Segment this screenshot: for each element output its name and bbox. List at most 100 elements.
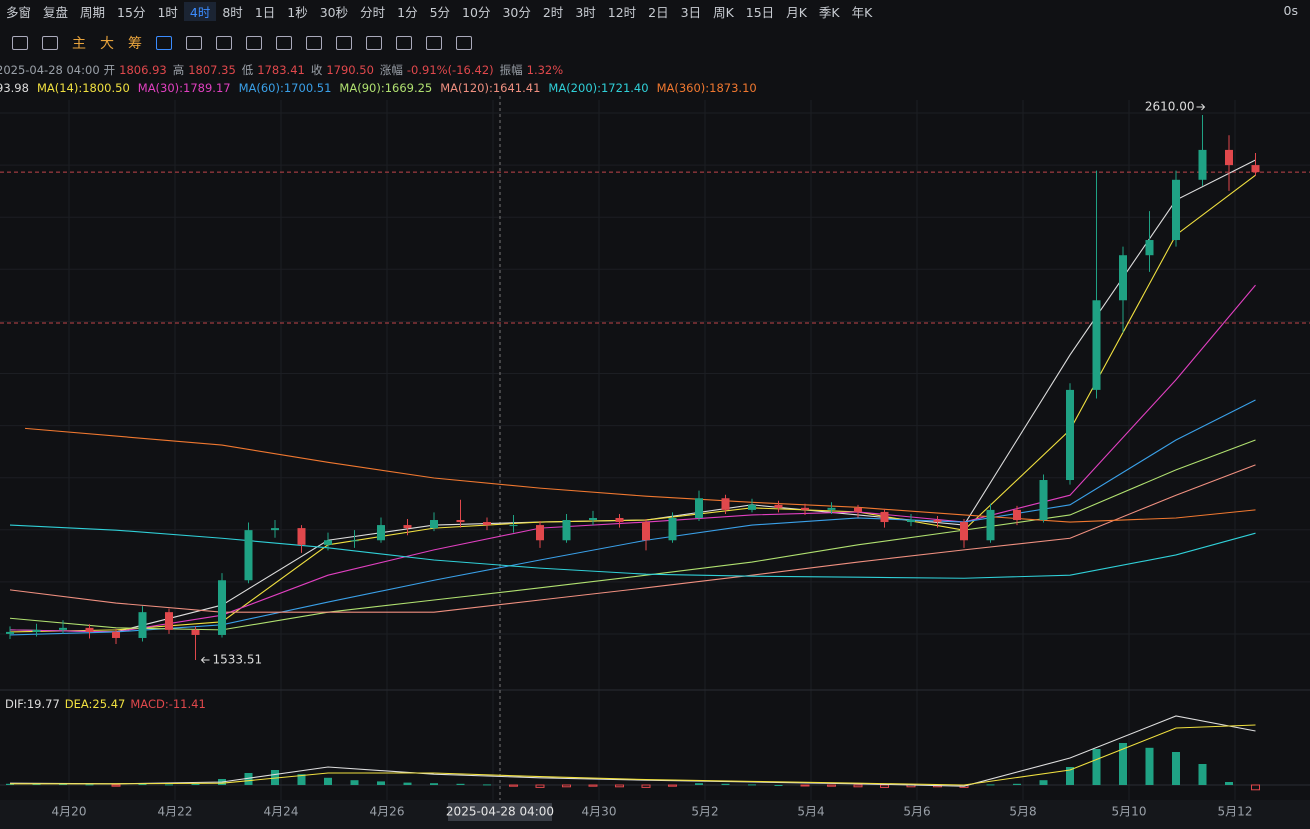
macd-bar: [297, 774, 306, 785]
macd-bar: [668, 784, 677, 787]
tool-icon[interactable]: [276, 36, 292, 50]
tool-icon[interactable]: [456, 36, 472, 50]
tool-icon[interactable]: [246, 36, 262, 50]
candle-body: [112, 631, 120, 638]
period-button[interactable]: 1分: [397, 4, 418, 20]
tool-icon[interactable]: [396, 36, 412, 50]
info-label: 振幅: [499, 63, 523, 77]
candle-body: [32, 629, 41, 632]
info-value: 1806.93: [119, 63, 167, 77]
icon[interactable]: [42, 36, 58, 50]
tool-icon[interactable]: [426, 36, 442, 50]
candle-body: [748, 504, 756, 510]
tool-icon[interactable]: [336, 36, 352, 50]
x-tick-label: 5月4: [797, 805, 824, 819]
info-label: 开: [103, 63, 116, 77]
period-button[interactable]: 月K: [786, 4, 807, 20]
period-button[interactable]: 15日: [745, 4, 775, 20]
period-button[interactable]: 8时: [222, 4, 243, 20]
icon-bar: 主大筹: [12, 30, 472, 56]
period-button[interactable]: 1秒: [287, 4, 308, 20]
legend-entry: MA(120):1641.41: [440, 81, 541, 95]
x-tick-label: 5月2: [691, 805, 718, 819]
icon[interactable]: [12, 36, 28, 50]
period-button[interactable]: 分时: [360, 4, 386, 20]
ma-legend: 93.98 MA(14):1800.50 MA(30):1789.17 MA(60):…: [0, 80, 757, 96]
toolbar: 多窗 复盘 周期 15分 1时 4时 8时 1日 1秒 30秒 分时 1分 5分 10分 30分 2时 3时 12…: [0, 0, 1310, 22]
period-button[interactable]: 2日: [648, 4, 669, 20]
macd-bar: [853, 784, 863, 788]
tool-icon[interactable]: [306, 36, 322, 50]
candle-body: [1119, 255, 1127, 301]
candle-body: [642, 522, 650, 541]
indicator-button[interactable]: 筹: [128, 36, 142, 52]
indicator-button[interactable]: 大: [100, 36, 114, 52]
period-button[interactable]: 周K: [713, 4, 734, 20]
candle-body: [1198, 149, 1207, 180]
info-value: -0.91%(-16.42): [406, 63, 494, 77]
legend-entry: MA(200):1721.40: [548, 81, 649, 95]
macd-bar: [85, 784, 94, 786]
period-button[interactable]: 15分: [117, 4, 146, 20]
period-button[interactable]: 30秒: [319, 4, 349, 20]
candle-body: [85, 627, 94, 632]
info-time: 2025-04-28 04:00: [0, 63, 100, 77]
macd-bar: [271, 770, 279, 785]
candle-body: [244, 530, 253, 581]
x-tick-label: 4月26: [370, 805, 405, 819]
macd-bar: [641, 784, 651, 788]
x-tick-label: 4月20: [52, 805, 87, 819]
candle-body: [509, 525, 518, 527]
high-label: 2610.00: [1145, 99, 1195, 113]
candle-body: [430, 520, 438, 529]
macd-bar: [456, 783, 465, 785]
macd-bar: [1198, 764, 1207, 785]
period-button[interactable]: 5分: [429, 4, 451, 20]
period-button[interactable]: 1日: [254, 4, 276, 20]
period-button[interactable]: 季K: [818, 4, 840, 20]
period-button[interactable]: 2时: [542, 4, 564, 20]
period-button[interactable]: 30分: [502, 4, 531, 20]
x-tick-label: 5月6: [903, 805, 930, 819]
toolbar-button[interactable]: 多窗: [6, 4, 32, 20]
macd-legend-entry: DIF:19.77: [5, 697, 60, 711]
tool-icon[interactable]: [366, 36, 382, 50]
candle-body: [536, 525, 544, 541]
tool-icon[interactable]: [186, 36, 202, 50]
period-button[interactable]: 3时: [575, 4, 596, 20]
macd-bar: [324, 777, 332, 785]
macd-bar: [615, 784, 624, 788]
timer: 0s: [1283, 3, 1298, 18]
x-tick-label: 4月24: [264, 805, 299, 819]
candle-body: [854, 507, 862, 512]
candle-body: [695, 498, 703, 518]
period-button[interactable]: 10分: [462, 4, 491, 20]
tool-icon[interactable]: [156, 36, 172, 50]
tool-icon[interactable]: [216, 36, 232, 50]
macd-bar: [800, 784, 810, 787]
candle-body: [1225, 149, 1233, 166]
period-button[interactable]: 年K: [851, 4, 873, 20]
period-button[interactable]: 3日: [680, 4, 702, 20]
macd-bar: [1145, 747, 1154, 785]
period-button[interactable]: 12时: [607, 4, 637, 20]
macd-bar: [1251, 784, 1260, 791]
macd-legend-entry: DEA:25.47: [64, 697, 126, 711]
candle-body: [483, 522, 491, 526]
candle-body: [6, 631, 14, 634]
info-value: 1807.35: [188, 63, 236, 77]
period-button[interactable]: 1时: [157, 4, 178, 20]
candle-body: [1039, 480, 1048, 521]
info-value: 1783.41: [257, 63, 305, 77]
toolbar-button[interactable]: 周期: [80, 4, 106, 20]
crosshair-label: 2025-04-28 04:00: [446, 805, 554, 819]
candle-body: [377, 525, 385, 541]
toolbar-button[interactable]: 复盘: [43, 4, 69, 20]
macd-bar: [430, 783, 438, 785]
macd-bar: [111, 784, 121, 787]
macd-bar: [1092, 749, 1101, 785]
indicator-button[interactable]: 主: [72, 36, 86, 52]
macd-bar: [350, 780, 359, 785]
period-button[interactable]: 4时: [183, 1, 217, 21]
